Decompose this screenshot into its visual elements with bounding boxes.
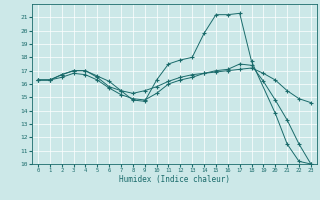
X-axis label: Humidex (Indice chaleur): Humidex (Indice chaleur) [119,175,230,184]
